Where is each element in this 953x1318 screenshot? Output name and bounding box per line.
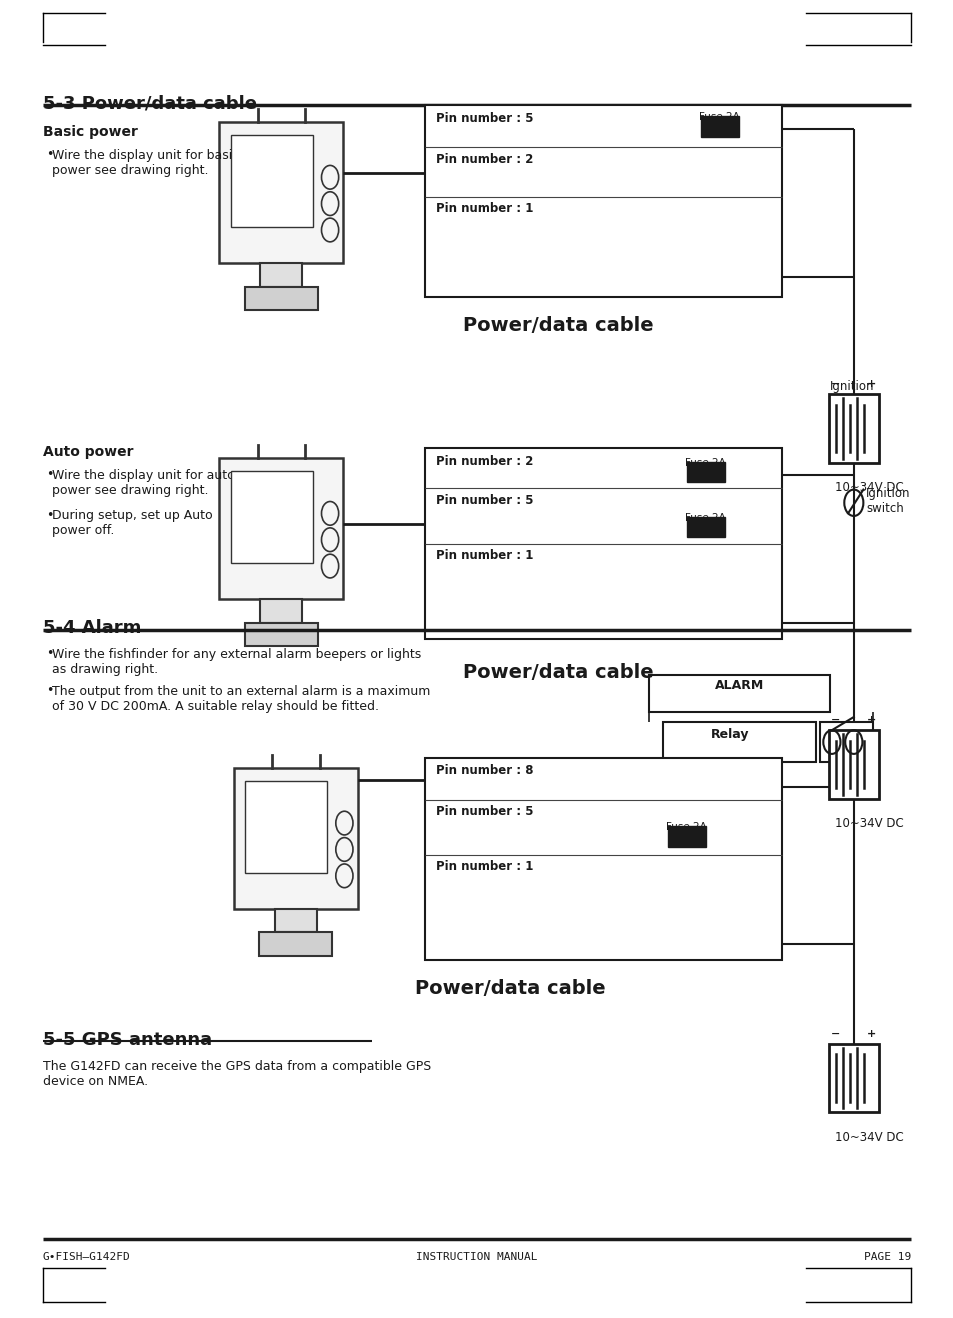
Text: •: • (46, 684, 53, 697)
Text: The G142FD can receive the GPS data from a compatible GPS
device on NMEA.: The G142FD can receive the GPS data from… (43, 1060, 431, 1087)
Bar (219, 459, 343, 598)
Bar (686, 517, 724, 538)
Text: 10~34V DC: 10~34V DC (834, 481, 902, 494)
Text: Wire the display unit for basic
power see drawing right.: Wire the display unit for basic power se… (52, 149, 239, 177)
Text: •: • (46, 148, 53, 161)
Bar (828, 394, 878, 463)
Bar (667, 825, 705, 846)
Bar (662, 722, 815, 762)
Text: −: − (830, 378, 840, 389)
Text: +: + (866, 1028, 876, 1039)
Bar (424, 448, 781, 639)
Text: 5-5 GPS antenna: 5-5 GPS antenna (43, 1031, 212, 1049)
Bar (245, 623, 317, 647)
Bar (274, 909, 316, 933)
Text: ALARM: ALARM (714, 679, 763, 692)
Text: Power/data cable: Power/data cable (462, 663, 653, 681)
Bar (259, 933, 332, 957)
Text: Relay: Relay (710, 728, 748, 741)
Bar (260, 598, 302, 623)
Text: Basic power: Basic power (43, 125, 137, 140)
Bar (233, 767, 357, 909)
Text: Wire the display unit for auto
power see drawing right.: Wire the display unit for auto power see… (52, 469, 235, 497)
Text: Pin number : 2: Pin number : 2 (436, 153, 533, 166)
Text: 5-4 Alarm: 5-4 Alarm (43, 619, 141, 638)
Bar (231, 471, 313, 563)
Text: The output from the unit to an external alarm is a maximum
of 30 V DC 200mA. A s: The output from the unit to an external … (52, 685, 431, 713)
Text: Pin number : 1: Pin number : 1 (436, 548, 533, 561)
Text: •: • (46, 509, 53, 522)
Text: Fuse 2A: Fuse 2A (684, 513, 725, 523)
Bar (231, 136, 313, 227)
Text: Fuse 2A: Fuse 2A (665, 821, 706, 832)
Text: Pin number : 5: Pin number : 5 (436, 805, 533, 818)
Text: Power/data cable: Power/data cable (462, 316, 653, 335)
Text: +: + (866, 714, 876, 725)
Bar (424, 758, 781, 960)
Text: Fuse 2A: Fuse 2A (699, 112, 740, 121)
Text: Pin number : 8: Pin number : 8 (436, 764, 533, 778)
Text: 10~34V DC: 10~34V DC (834, 817, 902, 830)
Text: Ignition: Ignition (829, 380, 874, 393)
Bar (219, 121, 343, 264)
Text: Pin number : 2: Pin number : 2 (436, 455, 533, 468)
Text: +: + (866, 378, 876, 389)
Bar (260, 264, 302, 286)
Text: G•FISH–G142FD: G•FISH–G142FD (43, 1252, 131, 1263)
Text: Wire the fishfinder for any external alarm beepers or lights
as drawing right.: Wire the fishfinder for any external ala… (52, 648, 421, 676)
Bar (700, 116, 739, 137)
Text: −: − (830, 1028, 840, 1039)
Text: −: − (830, 714, 840, 725)
Text: Pin number : 5: Pin number : 5 (436, 493, 533, 506)
Text: Pin number : 5: Pin number : 5 (436, 112, 533, 125)
Bar (648, 675, 829, 712)
Text: •: • (46, 647, 53, 660)
Text: Power/data cable: Power/data cable (415, 979, 605, 998)
Bar (686, 461, 724, 481)
Bar (245, 780, 327, 874)
Bar (820, 722, 872, 762)
Bar (245, 286, 317, 310)
Text: Pin number : 1: Pin number : 1 (436, 203, 533, 215)
Bar (424, 105, 781, 297)
Bar (828, 1044, 878, 1112)
Text: Ignition
switch: Ignition switch (865, 486, 910, 515)
Text: 10~34V DC: 10~34V DC (834, 1131, 902, 1144)
Text: •: • (46, 468, 53, 481)
Text: PAGE 19: PAGE 19 (862, 1252, 910, 1263)
Text: 5-3 Power/data cable: 5-3 Power/data cable (43, 95, 256, 113)
Text: Fuse 2A: Fuse 2A (684, 457, 725, 468)
Text: Auto power: Auto power (43, 445, 133, 460)
Text: Pin number : 1: Pin number : 1 (436, 859, 533, 873)
Text: During setup, set up Auto
power off.: During setup, set up Auto power off. (52, 509, 213, 536)
Text: INSTRUCTION MANUAL: INSTRUCTION MANUAL (416, 1252, 537, 1263)
Bar (828, 730, 878, 799)
